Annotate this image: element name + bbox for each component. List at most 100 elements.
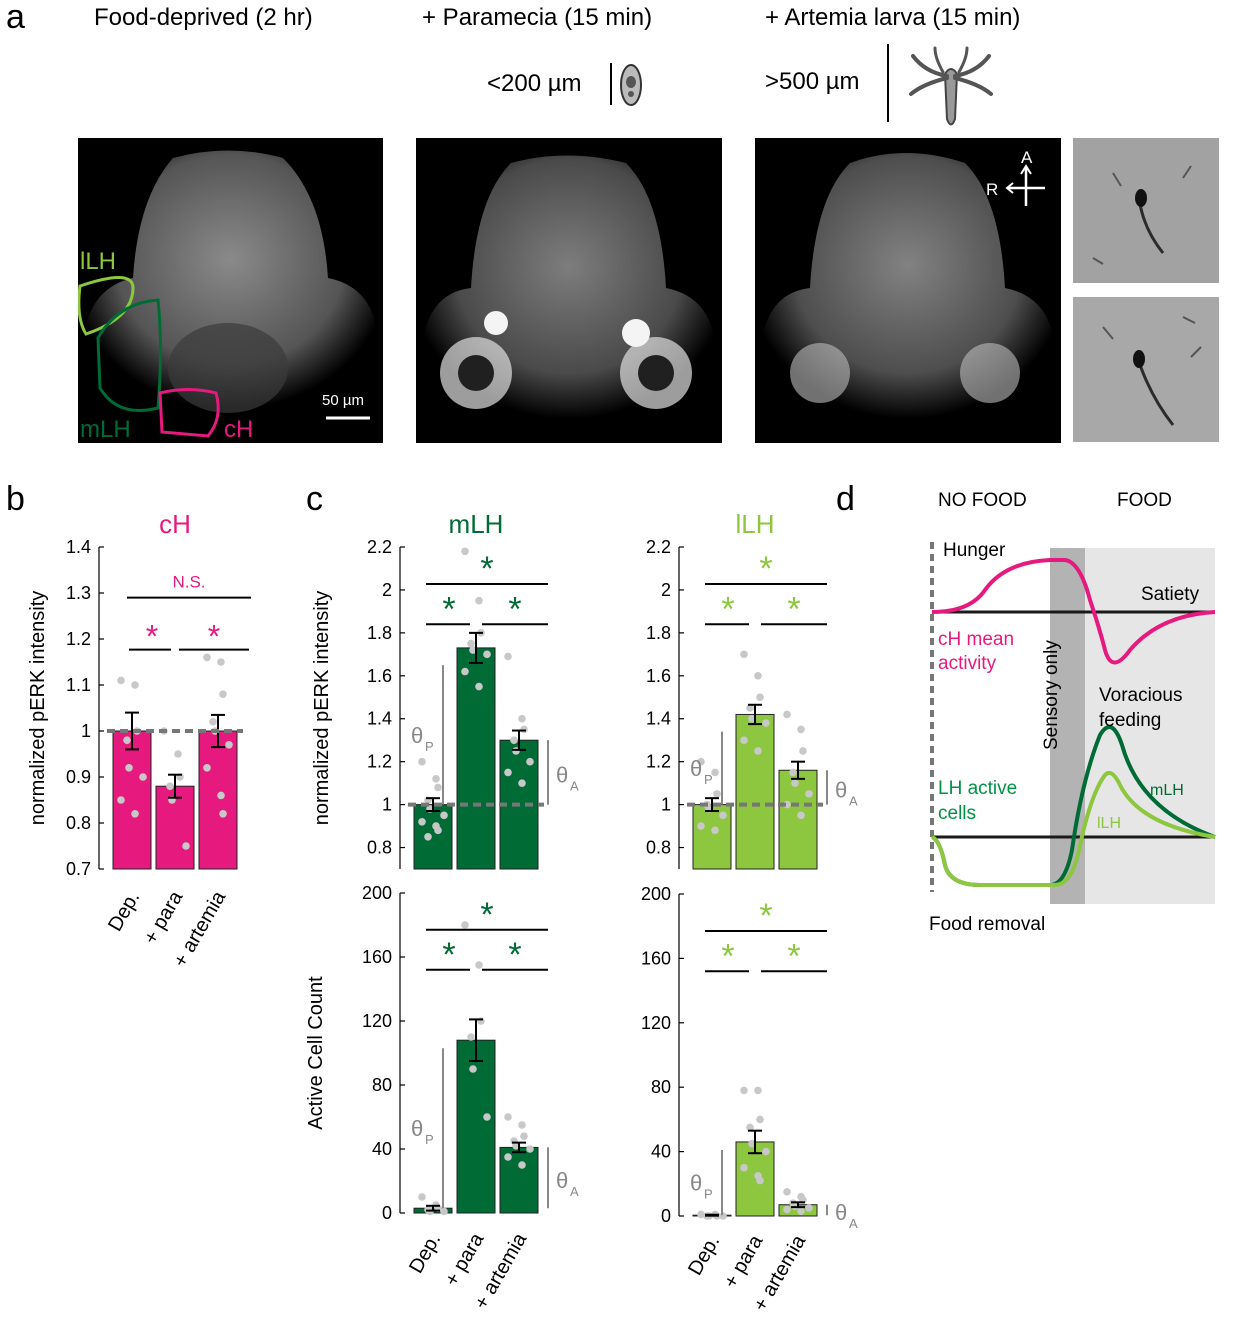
mlh_int-point-1-5 [483,650,491,659]
mlh_count-ytick-label-3: 120 [362,1011,392,1031]
llh_count-theta-p-sub: P [704,1187,713,1202]
mlh_int-ytick-label-6: 2 [382,580,392,600]
size-paramecia: <200 µm [487,70,582,97]
mlh-outline [96,298,162,412]
brain-image-deprived [78,138,383,443]
panel-c-letter: c [306,480,323,518]
mlh_int-point-0-2 [434,783,442,792]
ch-outline [158,388,220,438]
llh_count-point-1-4 [748,1139,756,1148]
llh_int-bar-2 [778,769,818,870]
paramecium-icon [620,64,642,106]
ch-title: cH [159,509,191,539]
ch-ytick-label-4: 1.1 [66,675,91,695]
ch-ytick-label-6: 1.3 [66,583,91,603]
llh_int-point-0-0 [697,757,705,766]
mlh_count-theta-a: θ [556,1168,568,1193]
mlh_count-ytick-label-0: 0 [382,1203,392,1223]
mlh_int-star-right: * [508,590,521,628]
llh_int-theta-p-sub: P [704,772,713,787]
llh_count-point-2-5 [805,1204,813,1212]
llh_count-star-left: * [721,937,734,975]
axis-label-a: A [1021,148,1033,167]
panel-d-letter: d [836,480,855,518]
video-frame-1 [1073,138,1219,283]
mlh_int-point-2-3 [510,736,518,744]
ch-ytick-label-3: 1 [81,721,91,741]
size-bar-para [610,63,612,105]
mlh_count-point-2-4 [512,1142,520,1150]
label-llh-curve: lLH [1097,815,1122,832]
brain-image-paramecia [416,138,722,443]
label-llh: lLH [80,248,117,275]
ch-point-2-3 [209,718,217,726]
ch-point-2-0 [203,653,211,662]
mlh_count-point-1-5 [483,1113,491,1121]
llh_int-point-0-2 [713,790,721,798]
mlh_int-ytick-label-3: 1.4 [367,709,392,729]
ch-point-0-4 [125,764,133,772]
llh_count-point-2-6 [783,1205,791,1214]
artemia-icon [909,46,993,126]
mlh_count-category-0: Dep. [405,1230,445,1278]
llh_int-point-0-7 [711,826,719,835]
scale-bar-label: 50 µm [322,392,364,409]
ch-bar-2 [198,730,238,870]
mlh_int-ytick-label-7: 2.2 [367,537,392,557]
llh_count-ytick-label-1: 40 [651,1142,671,1162]
llh_int-star-left: * [721,590,734,628]
llh_int-point-1-6 [740,736,748,744]
mlh_count-theta-a-sub: A [570,1184,579,1199]
llh_count-point-1-1 [754,1086,762,1095]
llh_count-ytick-label-3: 120 [641,1013,671,1033]
ch-point-2-5 [225,741,233,749]
llh_int-point-2-5 [805,790,813,798]
llh_count-point-2-7 [797,1207,805,1215]
ch-point-2-7 [217,791,225,800]
panel-b-letter: b [6,480,25,518]
mlh_int-ytick-label-2: 1.2 [367,752,392,772]
ch-point-0-7 [131,810,139,818]
label-no-food: NO FOOD [938,490,1027,511]
mlh_count-ytick-label-2: 80 [372,1075,392,1095]
mlh_count-ytick-label-5: 200 [362,883,392,903]
llh_int-point-1-4 [748,714,756,723]
llh_int-ytick-label-6: 2 [661,580,671,600]
llh_int-point-1-7 [754,747,762,755]
ch-ns-label: N.S. [172,573,205,592]
llh_int-star-right: * [787,590,800,628]
llh_int-point-2-4 [791,779,799,787]
llh_count-point-2-0 [783,1188,791,1196]
label-lh-active-cells: LH active cells [938,776,1017,826]
llh_count-ytick-label-2: 80 [651,1077,671,1097]
llh_count-theta-a-sub: A [849,1216,858,1231]
llh_count-point-1-2 [756,1115,764,1124]
label-mlh-curve: mLH [1150,782,1184,799]
llh_int-ytick-label-1: 1 [661,795,671,815]
mlh_int-point-2-0 [504,652,512,661]
mlh_count-point-0-0 [418,1193,426,1201]
mlh_int-theta-a-sub: A [570,778,579,793]
title-artemia: + Artemia larva (15 min) [765,4,1021,31]
mlh_count-point-0-5 [440,1207,448,1216]
llh_int-theta-p: θ [690,756,702,781]
llh_int-theta-a-sub: A [849,793,858,808]
label-hunger: Hunger [943,540,1006,561]
mlh_int-point-1-0 [461,547,469,556]
mlh_int-ytick-label-0: 0.8 [367,838,392,858]
ch-point-1-1 [174,750,182,758]
llh_int-ytick-label-3: 1.4 [646,709,671,729]
llh_count-ytick-label-5: 200 [641,884,671,904]
llh_int-point-2-7 [797,811,805,820]
llh_int-ytick-label-4: 1.6 [646,666,671,686]
llh_int-ytick-label-2: 1.2 [646,752,671,772]
label-ch: cH [224,416,254,443]
ch-point-0-6 [117,796,125,804]
mlh_int-theta-p: θ [411,723,423,748]
panel-a-letter: a [6,0,25,36]
mlh_int-point-2-2 [520,725,528,734]
axis-label-r: R [986,180,999,199]
panel-d-schematic: Sensory only [930,542,1216,904]
mlh_int-ylabel: normalized pERK intensity [311,591,333,826]
llh_count-point-1-8 [756,1176,764,1185]
